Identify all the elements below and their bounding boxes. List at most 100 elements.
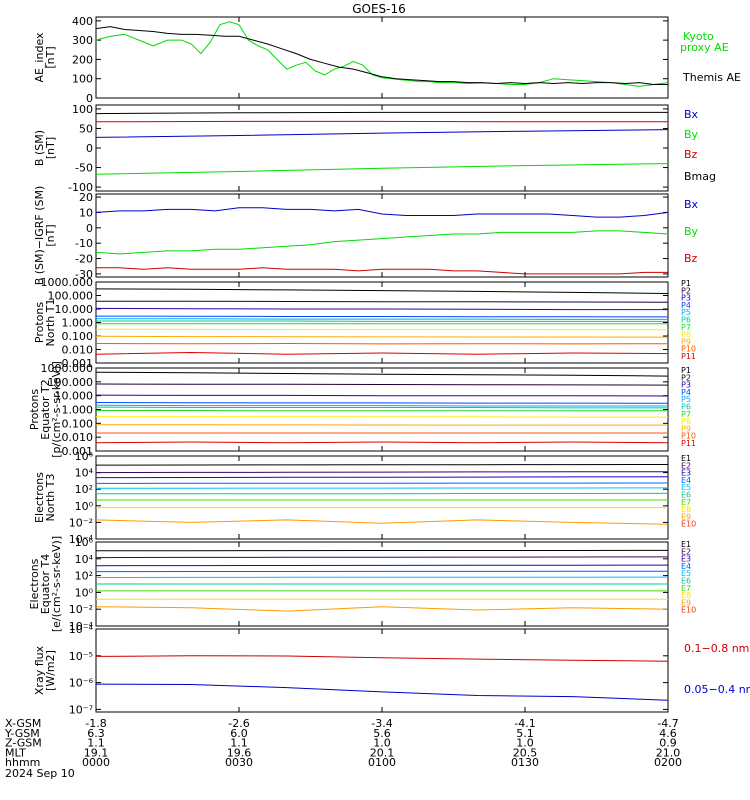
y-tick-label: 10⁻²	[69, 603, 93, 616]
panel-frame	[95, 455, 669, 540]
y-tick-label: 10⁰	[75, 586, 94, 599]
y-tick-label: 100	[72, 73, 93, 86]
y-axis-label: Electrons	[28, 558, 41, 609]
y-tick-label: 0	[86, 92, 93, 105]
y-tick-label: 0.100	[62, 330, 94, 343]
x-row-value: -3.4	[371, 717, 392, 730]
legend-label: P8	[681, 417, 691, 426]
x-row-value: 4.6	[659, 727, 677, 740]
y-axis-label: Electrons	[33, 472, 46, 523]
legend-label: P4	[681, 388, 691, 397]
y-tick-label: 0.001	[62, 445, 94, 458]
y-tick-label: 100.000	[48, 376, 94, 389]
legend-label: proxy AE	[680, 41, 729, 54]
panel-8: 10⁻⁷ 10⁻⁶ 10⁻⁵ 10⁻⁴ Xray flux[W/m2] 0.1−0.8 n…	[33, 623, 750, 716]
y-axis-label: B (SM)−IGRF (SM)	[33, 186, 46, 286]
series-line-P11	[95, 351, 669, 355]
series-line-P4	[95, 315, 669, 318]
panel-frame	[95, 193, 669, 278]
panel-4: 0.0010.0100.1001.00010.000100.0001000.00…	[33, 276, 696, 370]
y-tick-label: 10⁻²	[69, 516, 93, 529]
y-axis-label: Xray flux	[33, 645, 46, 695]
legend-label: E6	[681, 491, 691, 500]
x-row-label: hhmm	[5, 756, 40, 769]
series-line-Bz	[96, 267, 668, 275]
x-row-value: 6.3	[87, 727, 105, 740]
legend-label: E5	[681, 569, 691, 578]
y-tick-label: 100	[72, 103, 93, 116]
series-line-E9	[95, 606, 669, 612]
series-line-E3	[95, 476, 669, 479]
x-row-label: Y-GSM	[4, 727, 40, 740]
x-row-value: 0030	[225, 756, 253, 769]
legend-label: E2	[681, 461, 691, 470]
legend-label: E5	[681, 483, 691, 492]
panel-frame	[95, 281, 669, 364]
y-tick-label: 400	[72, 15, 93, 28]
x-row-value: 1.1	[87, 737, 105, 750]
legend-label: Bz	[684, 148, 698, 161]
y-axis-label: AE_index	[33, 32, 46, 83]
y-tick-label: 10⁻⁶	[69, 677, 94, 690]
series-line-E1	[95, 464, 669, 466]
y-tick-label: 0	[86, 222, 93, 235]
y-tick-label: 300	[72, 34, 93, 47]
y-axis-label: Equator T4	[39, 554, 52, 614]
x-row-value: 5.6	[373, 727, 391, 740]
legend-label: 0.1−0.8 nm	[684, 642, 749, 655]
legend-label: P1	[681, 279, 691, 288]
legend-label: Bmag	[684, 170, 716, 183]
y-tick-label: 10⁴	[75, 553, 94, 566]
panel-frame	[95, 104, 669, 192]
series-line-P8	[95, 328, 668, 331]
panel-2: -100 -50 0 50 100 B (SM)[nT] Bx By Bz Bmag	[33, 103, 716, 194]
legend-label: P10	[681, 432, 696, 441]
legend-label: 0.05−0.4 nm	[684, 683, 750, 696]
x-row-value: -4.7	[657, 717, 678, 730]
y-tick-label: 20	[79, 191, 93, 204]
series-line-E3	[95, 564, 669, 567]
panel-frame	[95, 628, 669, 713]
y-axis-label: North T3	[44, 474, 57, 522]
y-tick-label: 10	[79, 206, 93, 219]
x-row-value: -2.6	[228, 717, 249, 730]
y-axis-label: North T1	[44, 299, 57, 347]
series-line-P9	[95, 335, 669, 338]
series-line-Bx	[95, 129, 669, 138]
legend-label: E7	[681, 584, 691, 593]
legend-label: P3	[681, 381, 691, 390]
y-axis-label: Equator T2	[39, 379, 52, 439]
x-row-value: 0130	[511, 756, 539, 769]
y-tick-label: 10²	[75, 483, 93, 496]
legend-label: Kyoto	[683, 30, 714, 43]
legend-label: E1	[681, 540, 691, 549]
legend-label: P1	[681, 366, 691, 375]
y-tick-label: 10²	[75, 570, 93, 583]
y-tick-label: 100.000	[48, 290, 94, 303]
x-row-value: 6.0	[230, 727, 248, 740]
legend-label: Bx	[684, 198, 699, 211]
legend-label: P5	[681, 308, 691, 317]
legend-label: E9	[681, 598, 691, 607]
x-row-value: -4.1	[514, 717, 535, 730]
y-tick-label: 1000.000	[41, 276, 94, 289]
series-line-P3	[95, 394, 669, 397]
y-tick-label: 10⁴	[75, 467, 94, 480]
legend-label: P3	[681, 294, 691, 303]
y-tick-label: 0.010	[62, 431, 94, 444]
legend-label: By	[684, 225, 699, 238]
legend-label: P5	[681, 395, 691, 404]
series-line-P5	[96, 318, 668, 320]
legend-label: Bz	[684, 252, 698, 265]
legend-label: E3	[681, 555, 691, 564]
panel-frame	[95, 16, 669, 99]
y-tick-label: 10.000	[55, 390, 94, 403]
series-line-P2	[95, 383, 669, 386]
legend-label: By	[684, 128, 699, 141]
legend-label: P4	[681, 301, 691, 310]
y-tick-label: -50	[75, 162, 93, 175]
series-line-P6	[95, 406, 668, 409]
y-axis-label: [W/m2]	[44, 650, 57, 691]
y-tick-label: 1.000	[62, 404, 94, 417]
